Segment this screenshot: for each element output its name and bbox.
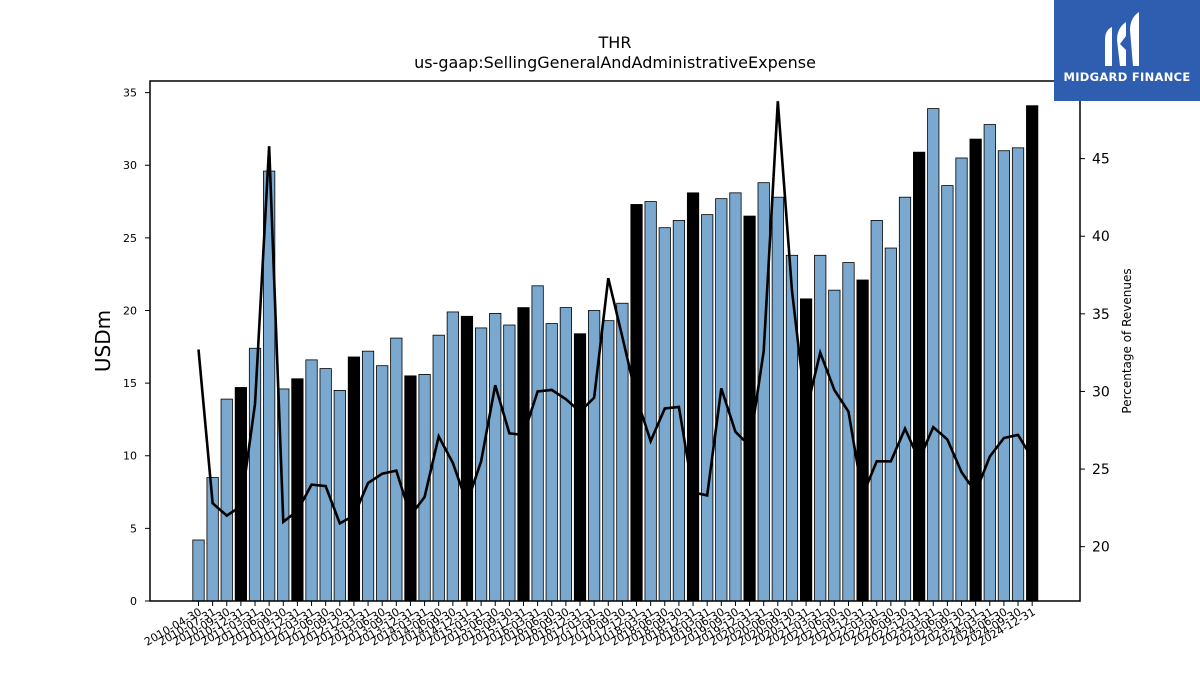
y2-axis-label: Percentage of Revenues [1120,268,1134,413]
y-tick-label-25: 25 [123,232,137,245]
bar-2013-03-31 [361,350,375,602]
y-tick-label-30: 30 [123,159,137,172]
bar-2021-06-30 [828,289,841,602]
bar-2012-09-30 [333,389,346,602]
y-axis-label: USDm [91,310,115,372]
y2-tick-label-45: 45 [1092,152,1110,168]
bar-2020-03-31 [757,182,770,602]
bar-2022-06-30 [884,247,897,602]
bar-2010-12-31 [234,387,247,602]
bar-2010-09-30 [220,398,233,602]
y-tick-label-35: 35 [123,87,137,100]
bar-2022-09-30 [898,196,912,602]
bar-2016-09-30 [559,307,572,602]
bar-2018-03-31 [644,201,657,602]
y2-tick-label-20: 20 [1092,540,1110,556]
chart-subtitle: us-gaap:SellingGeneralAndAdministrativeE… [414,53,816,72]
bar-2021-12-31 [856,279,869,602]
midgard-m-logo-icon [1105,12,1139,66]
logo-text: MIDGARD FINANCE [1063,70,1191,84]
bar-2014-12-31 [460,315,474,602]
bar-2012-03-31 [305,359,318,602]
bar-2016-12-31 [573,333,587,602]
percentage-line [197,101,1034,526]
bar-2013-12-31 [404,375,417,602]
bar-2019-09-30 [729,192,742,602]
bar-2022-03-31 [870,220,883,602]
bar-2015-09-30 [503,324,516,602]
bar-2022-12-31 [913,151,926,602]
bar-2015-12-31 [517,307,530,602]
y2-tick-label-30: 30 [1092,384,1110,400]
bar-2023-09-30 [955,157,968,602]
bar-2020-12-31 [799,298,813,602]
bar-2011-12-31 [291,378,304,602]
bar-2015-06-30 [489,312,502,602]
plot-frame [149,80,1081,602]
y-tick-label-5: 5 [130,522,137,535]
bar-2018-06-30 [658,227,671,602]
bar-2019-12-31 [743,215,756,602]
bar-2013-06-30 [376,365,389,602]
bar-2010-04-30 [192,539,205,602]
midgard-finance-logo: MIDGARD FINANCE [1054,0,1200,101]
bar-2012-12-31 [347,356,361,602]
bar-2014-06-30 [432,334,445,602]
bar-2024-03-31 [983,124,996,602]
bar-2014-03-31 [418,374,431,602]
y2-tick-label-35: 35 [1092,307,1110,323]
y-tick-label-15: 15 [123,377,137,390]
y-tick-label-20: 20 [123,304,137,317]
bar-2024-09-30 [1011,147,1025,602]
bar-2019-03-31 [701,214,714,602]
y-tick-label-0: 0 [130,595,137,608]
bar-2016-06-30 [545,323,558,602]
bar-2017-06-30 [602,320,615,602]
bar-2023-03-31 [927,108,940,602]
chart-title: THR [598,33,632,52]
bar-2017-09-30 [616,302,629,602]
bar-2017-12-31 [630,204,643,602]
bar-2024-06-30 [997,150,1011,602]
bar-2020-09-30 [785,254,799,602]
bar-2016-03-31 [531,285,544,602]
y2-tick-label-25: 25 [1092,462,1110,478]
bar-2021-03-31 [814,254,827,602]
bar-2023-06-30 [941,185,954,602]
bar-2024-12-31 [1026,105,1039,602]
bar-2020-06-30 [771,196,784,602]
y-tick-label-10: 10 [123,450,137,463]
bar-2018-12-31 [686,192,700,602]
y2-tick-label-40: 40 [1092,229,1110,245]
bar-2023-12-31 [969,138,982,602]
